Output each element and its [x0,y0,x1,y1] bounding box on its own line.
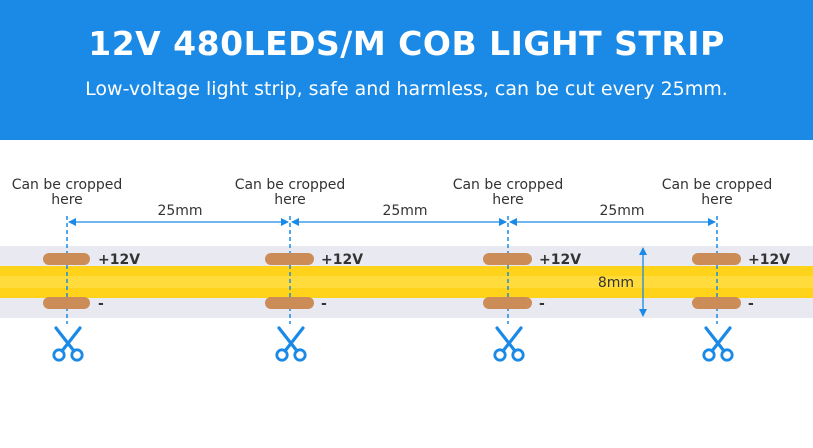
page-title: 12V 480LEDS/M COB LIGHT STRIP [88,24,725,63]
cut-label-line1: Can be cropped [662,177,773,193]
negative-pad-label: - [539,296,545,312]
page-subtitle: Low-voltage light strip, safe and harmle… [85,78,728,100]
cut-label-line2: here [51,192,83,208]
positive-pad-label: +12V [98,252,140,268]
negative-pad [265,297,314,309]
positive-pad-label: +12V [539,252,581,268]
scissors-icon [702,326,734,362]
strip-diagram: Can be cropped here +12V - Can be croppe… [0,177,813,362]
negative-pad [692,297,741,309]
scissors-icon [52,326,84,362]
negative-pad-label: - [321,296,327,312]
negative-pad-label: - [98,296,104,312]
header-banner: 12V 480LEDS/M COB LIGHT STRIP Low-voltag… [0,0,813,140]
positive-pad [43,253,90,265]
spacing-label: 25mm [599,203,644,219]
cut-label-line1: Can be cropped [12,177,123,193]
scissors-icon [493,326,525,362]
cut-point-1: Can be cropped here +12V - [12,177,140,362]
cut-label-line2: here [492,192,524,208]
cut-label-line2: here [274,192,306,208]
cut-label-line2: here [701,192,733,208]
cut-label-line1: Can be cropped [235,177,346,193]
spacing-label: 25mm [157,203,202,219]
cut-point-4: Can be cropped here +12V - [662,177,790,362]
spacing-dimension-2: 25mm [291,203,507,226]
positive-pad-label: +12V [748,252,790,268]
strip-width-label: 8mm [598,275,634,291]
cut-label-line1: Can be cropped [453,177,564,193]
scissors-icon [275,326,307,362]
positive-pad [483,253,532,265]
positive-pad [265,253,314,265]
negative-pad [483,297,532,309]
positive-pad [692,253,741,265]
cut-point-2: Can be cropped here +12V - [235,177,363,362]
spacing-dimension-1: 25mm [68,203,289,226]
spacing-label: 25mm [382,203,427,219]
strip-light-glow [0,276,813,288]
cut-point-3: Can be cropped here +12V - [453,177,581,362]
positive-pad-label: +12V [321,252,363,268]
negative-pad-label: - [748,296,754,312]
spacing-dimension-3: 25mm [509,203,716,226]
negative-pad [43,297,90,309]
strip-width-dimension: 8mm [598,247,647,317]
